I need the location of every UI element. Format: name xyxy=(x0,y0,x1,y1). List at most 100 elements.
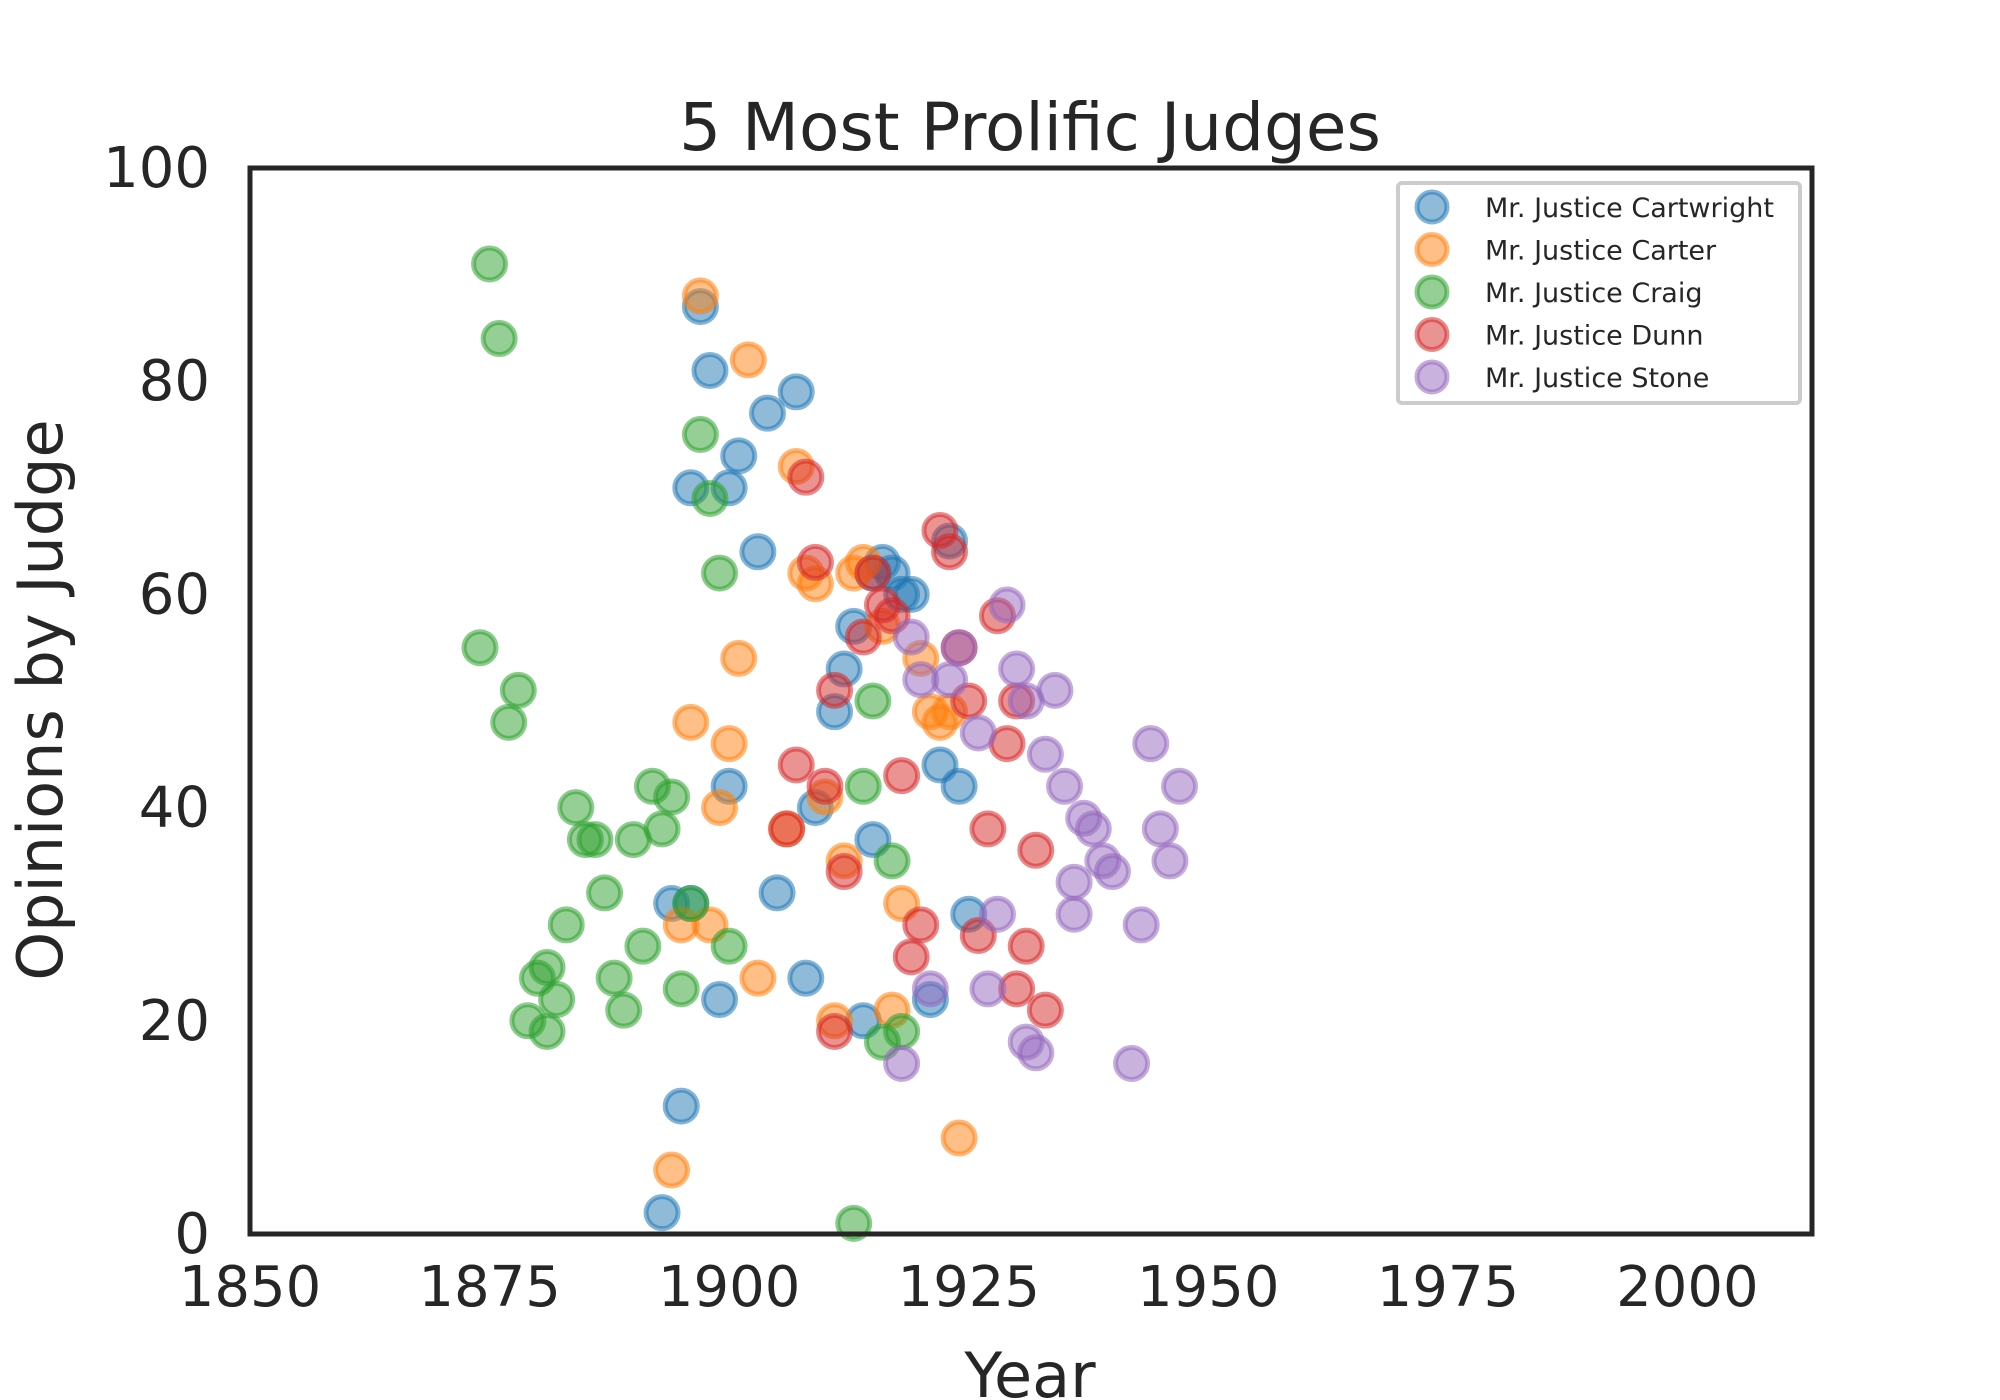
data-point xyxy=(883,757,921,795)
data-point xyxy=(902,906,940,944)
data-point xyxy=(911,970,949,1008)
data-point xyxy=(777,746,815,784)
data-point xyxy=(471,245,509,283)
data-point xyxy=(624,927,662,965)
data-point xyxy=(1055,863,1093,901)
data-point xyxy=(1017,831,1055,869)
data-point xyxy=(777,373,815,411)
data-point xyxy=(710,927,748,965)
legend-marker xyxy=(1414,359,1450,395)
y-tick-label: 0 xyxy=(174,1202,210,1267)
legend-marker xyxy=(1414,317,1450,352)
plot-frame xyxy=(247,165,1815,1237)
data-point xyxy=(1132,725,1170,763)
legend: Mr. Justice Cartwright Mr. Justice Carter… xyxy=(1396,181,1802,405)
data-point xyxy=(892,618,930,656)
data-point xyxy=(816,1012,854,1050)
series-group xyxy=(461,245,921,1242)
data-point xyxy=(1017,1034,1055,1072)
data-point xyxy=(672,703,710,741)
y-tick-label: 100 xyxy=(103,136,210,201)
chart-title: 5 Most Prolific Judges xyxy=(679,89,1381,166)
series-group xyxy=(883,586,1199,1082)
data-point xyxy=(538,980,576,1018)
data-point xyxy=(844,767,882,805)
data-point xyxy=(1093,853,1131,891)
data-point xyxy=(720,639,758,677)
data-point xyxy=(576,821,614,859)
data-point xyxy=(969,810,1007,848)
legend-label: Mr. Justice Carter xyxy=(1485,236,1717,267)
data-point xyxy=(787,458,825,496)
data-point xyxy=(557,789,595,827)
data-point xyxy=(969,970,1007,1008)
data-point xyxy=(1055,895,1093,933)
data-point xyxy=(643,810,681,848)
data-point xyxy=(806,767,844,805)
x-tick-labels: 1850 1875 1900 1925 1950 1975 2000 xyxy=(179,1255,1759,1320)
data-point xyxy=(758,874,796,912)
data-point xyxy=(940,629,978,667)
data-point xyxy=(1113,1044,1151,1082)
data-point xyxy=(978,895,1016,933)
data-point xyxy=(892,938,930,976)
data-point xyxy=(672,885,710,923)
data-point xyxy=(729,341,767,379)
data-point xyxy=(653,1151,691,1189)
data-point xyxy=(1026,735,1064,773)
data-point xyxy=(710,725,748,763)
data-point xyxy=(662,1087,700,1125)
legend-box xyxy=(1396,181,1802,405)
data-point xyxy=(787,959,825,997)
x-tick-label: 1850 xyxy=(179,1255,322,1320)
data-point xyxy=(605,991,643,1029)
y-tick-labels: 0 20 40 60 80 100 xyxy=(103,136,210,1267)
data-point xyxy=(883,1012,921,1050)
data-point xyxy=(768,810,806,848)
data-point xyxy=(701,980,739,1018)
data-point xyxy=(940,767,978,805)
data-point xyxy=(461,629,499,667)
x-tick-label: 1900 xyxy=(658,1255,801,1320)
y-tick-label: 80 xyxy=(139,349,210,414)
legend-label: Mr. Justice Cartwright xyxy=(1485,193,1774,224)
x-tick-label: 1975 xyxy=(1377,1255,1520,1320)
data-point xyxy=(854,554,892,592)
data-point xyxy=(739,959,777,997)
data-point xyxy=(720,437,758,475)
data-point xyxy=(595,959,633,997)
x-axis-label: Year xyxy=(963,1339,1096,1400)
data-point xyxy=(796,543,834,581)
data-point xyxy=(998,650,1036,688)
legend-items: Mr. Justice Cartwright Mr. Justice Carter… xyxy=(1414,189,1774,395)
data-point xyxy=(681,277,719,315)
series-group xyxy=(653,277,978,1189)
data-point xyxy=(1046,767,1084,805)
data-point xyxy=(816,671,854,709)
data-point xyxy=(940,1119,978,1157)
data-point xyxy=(931,661,969,699)
data-point xyxy=(480,320,518,358)
x-tick-label: 1925 xyxy=(897,1255,1040,1320)
data-point xyxy=(931,533,969,571)
y-tick-label: 20 xyxy=(139,989,210,1054)
legend-marker xyxy=(1414,232,1450,267)
data-point xyxy=(499,671,537,709)
data-point xyxy=(959,714,997,752)
data-point xyxy=(1141,810,1179,848)
data-point xyxy=(528,1012,566,1050)
data-point xyxy=(547,906,585,944)
data-point xyxy=(1007,927,1045,965)
data-point xyxy=(1161,767,1199,805)
y-axis-label: Opinions by Judge xyxy=(4,419,77,980)
data-point xyxy=(844,618,882,656)
legend-label: Mr. Justice Dunn xyxy=(1485,321,1703,352)
data-point xyxy=(701,554,739,592)
data-points xyxy=(461,245,1199,1242)
data-point xyxy=(1036,671,1074,709)
data-point xyxy=(643,1194,681,1232)
data-point xyxy=(883,1044,921,1082)
data-point xyxy=(701,789,739,827)
y-tick-label: 60 xyxy=(139,562,210,627)
